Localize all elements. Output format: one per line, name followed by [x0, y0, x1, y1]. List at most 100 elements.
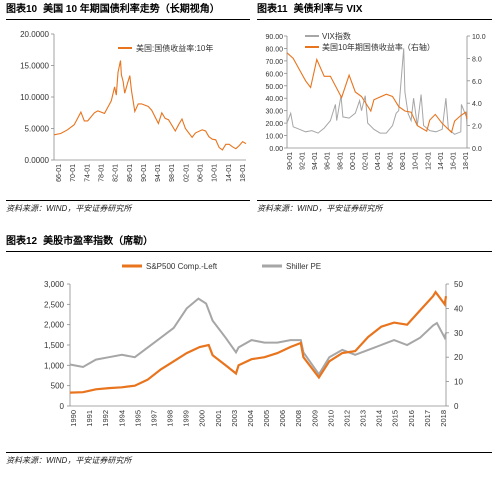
y-right-tick-label: 6.0 — [472, 79, 482, 86]
x-tick-label: 16-01 — [450, 152, 457, 170]
x-tick-label: 14-01 — [438, 152, 445, 170]
y-left-tick-label: 3,000 — [44, 280, 65, 289]
y-left-tick-label: 0.00 — [269, 146, 283, 153]
y-left-tick-label: 1,000 — [44, 361, 65, 370]
x-tick-label: 06-01 — [388, 152, 395, 170]
legend-label-vix: VIX指数 — [322, 31, 351, 41]
figure-11-title: 图表11 美债利率与 VIX — [257, 2, 492, 20]
figure-10-title: 图表10 美国 10 年期国债利率走势（长期视角） — [6, 2, 250, 20]
y-right-tick-label: 30 — [454, 329, 463, 338]
y-tick-label: 15.0000 — [20, 62, 49, 71]
figure-12-source: 资料来源：WIND，平安证券研究所 — [6, 452, 492, 467]
y-left-tick-label: 90.00 — [265, 34, 283, 41]
y-right-tick-label: 0.0 — [472, 146, 482, 153]
legend-label-yield: 美国10年期国债收益率（右轴） — [322, 42, 435, 52]
y-left-tick-label: 10.00 — [265, 134, 283, 141]
x-tick-label: 1990 — [69, 410, 78, 427]
y-left-tick-label: 50.00 — [265, 84, 283, 91]
x-tick-label: 2003 — [230, 410, 239, 427]
y-right-tick-label: 10.0 — [472, 34, 486, 41]
y-left-tick-label: 1,500 — [44, 341, 65, 350]
figure-10-source: 资料来源：WIND，平安证券研究所 — [6, 200, 250, 215]
x-tick-label: 1998 — [166, 410, 175, 427]
chart-fig10: 0.0000 5.0000 10.0000 15.0000 20.0000 66-01 70… — [20, 30, 247, 182]
x-tick-label: 02-01 — [183, 164, 190, 182]
x-tick-label: 2014 — [375, 410, 384, 427]
y-left-tick-label: 30.00 — [265, 109, 283, 116]
y-left-tick-label: 80.00 — [265, 46, 283, 53]
x-tick-label: 78-01 — [98, 164, 105, 182]
x-tick-label: 2015 — [391, 410, 400, 427]
x-tick-label: 92-01 — [300, 152, 307, 170]
y-left-tick-label: 0 — [60, 402, 65, 411]
figure-12-title: 图表12 美股市盈率指数（席勒） — [6, 234, 492, 252]
x-tick-label: 1991 — [85, 410, 94, 427]
x-tick-label: 14-01 — [226, 164, 233, 182]
x-tick-label: 1999 — [182, 410, 191, 427]
series-line-vix — [286, 48, 468, 135]
x-tick-label: 10-01 — [413, 152, 420, 170]
y-left-tick-label: 20.00 — [265, 121, 283, 128]
x-tick-label: 98-01 — [169, 164, 176, 182]
y-left-tick-label: 70.00 — [265, 59, 283, 66]
legend-label-sp500: S&P500 Comp.-Left — [146, 262, 218, 271]
x-tick-label: 2005 — [262, 410, 271, 427]
x-tick-label: 1997 — [149, 410, 158, 427]
x-tick-label: 2004 — [246, 410, 255, 427]
y-right-tick-label: 4.0 — [472, 101, 482, 108]
chart-fig12: 0 500 1,000 1,500 2,000 2,500 3,000 0 10 20 30 40 50… — [44, 262, 463, 427]
series-line-shiller-pe — [69, 297, 447, 377]
x-tick-label: 70-01 — [70, 164, 77, 182]
y-tick-label: 10.0000 — [20, 93, 49, 102]
x-tick-label: 06-01 — [198, 164, 205, 182]
x-tick-label: 2000 — [198, 410, 207, 427]
x-tick-label: 2008 — [294, 410, 303, 427]
x-tick-label: 86-01 — [127, 164, 134, 182]
x-tick-label: 66-01 — [56, 164, 63, 182]
y-left-tick-label: 60.00 — [265, 71, 283, 78]
series-line-10y-yield — [286, 52, 468, 134]
series-line-sp500 — [69, 290, 448, 394]
x-tick-label: 98-01 — [337, 152, 344, 170]
y-right-tick-label: 40 — [454, 304, 463, 313]
figure-12: 图表12 美股市盈率指数（席勒） 0 500 1,000 1,500 2,000 2,500… — [6, 234, 492, 472]
x-tick-label: 2009 — [310, 410, 319, 427]
legend-label: 美国:国债收益率:10年 — [136, 43, 213, 53]
figure-11-source: 资料来源：WIND，平安证券研究所 — [257, 200, 492, 215]
y-right-tick-label: 2.0 — [472, 124, 482, 131]
y-right-tick-label: 8.0 — [472, 56, 482, 63]
x-tick-label: 74-01 — [84, 164, 91, 182]
x-tick-label: 2010 — [326, 410, 335, 427]
y-right-tick-label: 0 — [454, 402, 459, 411]
x-tick-label: 04-01 — [375, 152, 382, 170]
x-tick-label: 18-01 — [463, 152, 470, 170]
legend-label-shiller-pe: Shiller PE — [286, 262, 321, 271]
x-tick-label: 2001 — [214, 410, 223, 427]
x-tick-label: 12-01 — [425, 152, 432, 170]
x-tick-label: 18-01 — [240, 164, 247, 182]
chart-fig11: 0.00 10.00 20.00 30.00 40.00 50.00 60.00 70.00 8… — [265, 31, 486, 170]
x-tick-label: 2016 — [407, 410, 416, 427]
y-left-tick-label: 500 — [51, 382, 65, 391]
x-tick-label: 82-01 — [113, 164, 120, 182]
figure-11: 图表11 美债利率与 VIX 0.00 10.00 20.00 30.00 40.00 50… — [257, 2, 492, 216]
y-right-tick-label: 50 — [454, 280, 463, 289]
x-tick-label: 90-01 — [141, 164, 148, 182]
x-tick-label: 2017 — [423, 410, 432, 427]
x-tick-label: 94-01 — [312, 152, 319, 170]
x-tick-label: 94-01 — [155, 164, 162, 182]
x-tick-label: 1994 — [117, 410, 126, 427]
x-tick-label: 1992 — [101, 410, 110, 427]
x-tick-label: 02-01 — [362, 152, 369, 170]
x-tick-label: 08-01 — [400, 152, 407, 170]
y-tick-label: 0.0000 — [25, 156, 50, 165]
x-tick-label: 96-01 — [325, 152, 332, 170]
y-left-tick-label: 2,000 — [44, 321, 65, 330]
x-tick-label: 90-01 — [287, 152, 294, 170]
figure-10: 图表10 美国 10 年期国债利率走势（长期视角） 0.0000 5.0000 10.… — [6, 2, 250, 216]
y-tick-label: 5.0000 — [25, 125, 50, 134]
y-right-tick-label: 20 — [454, 353, 463, 362]
x-tick-label: 2006 — [278, 410, 287, 427]
x-tick-label: 2018 — [439, 410, 448, 427]
series-line-10y-yield — [53, 60, 247, 151]
